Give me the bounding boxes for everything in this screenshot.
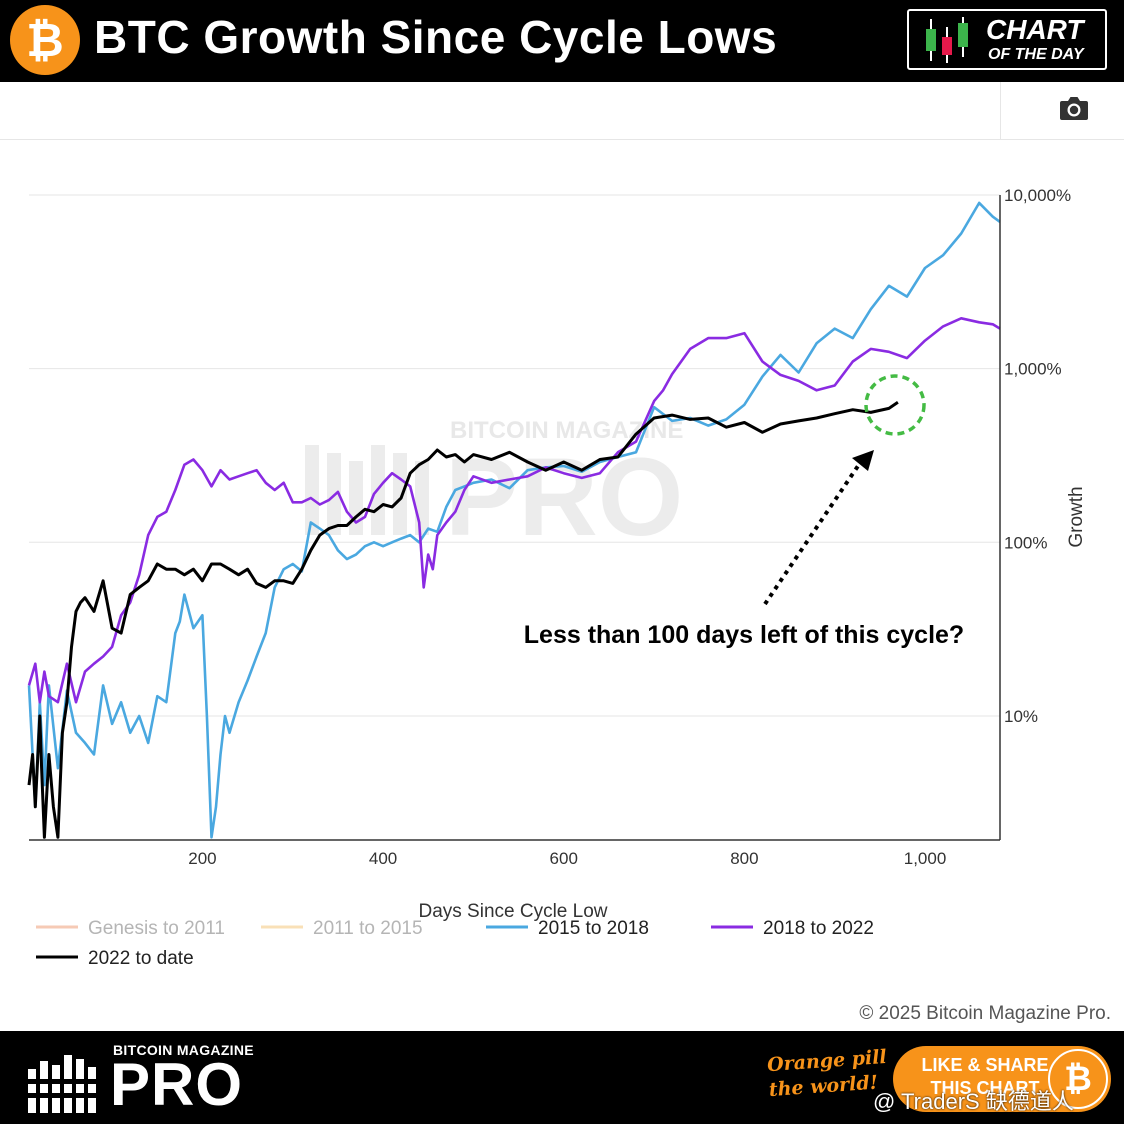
legend-item-2015-to-2018[interactable]: 2015 to 2018 xyxy=(486,918,649,939)
like-share-button[interactable]: LIKE & SHARE THIS CHART ₿ xyxy=(893,1046,1111,1112)
legend-label: 2018 to 2022 xyxy=(763,918,874,939)
watermark-bar xyxy=(393,453,407,535)
bitcoin-logo-icon: ₿ xyxy=(10,5,80,75)
chart-annotations: Less than 100 days left of this cycle? xyxy=(524,374,964,649)
x-tick-label: 200 xyxy=(188,849,216,868)
badge-sub-text: OF THE DAY xyxy=(988,46,1084,63)
watermark-bar xyxy=(415,461,429,535)
chart-axes: 200 400 600 800 1,000 10% 100% 1,000% 10,000% Gro… xyxy=(29,186,1087,922)
footer-bar: BITCOIN MAGAZINE PRO Orange pill the wor… xyxy=(0,1031,1124,1124)
chart-grid xyxy=(29,194,1000,717)
legend-item-2011-to-2015[interactable]: 2011 to 2015 xyxy=(261,918,423,939)
legend-item-genesis-to-2011[interactable]: Genesis to 2011 xyxy=(36,918,225,939)
annotation-arrow-line xyxy=(763,458,864,606)
tagline: Orange pill the world! xyxy=(766,1045,889,1103)
legend-label: 2015 to 2018 xyxy=(538,918,649,939)
y-tick-label: 10,000% xyxy=(1004,186,1071,205)
bitcoin-coin-icon: ₿ xyxy=(1048,1049,1108,1109)
x-tick-label: 400 xyxy=(369,849,397,868)
y-tick-label: 10% xyxy=(1004,707,1038,726)
share-line-2: THIS CHART xyxy=(930,1078,1040,1098)
series-line-2015-to-2018 xyxy=(27,201,1001,839)
legend-label: 2022 to date xyxy=(88,948,194,969)
badge-main-text: CHART xyxy=(986,14,1084,45)
x-tick-label: 600 xyxy=(550,849,578,868)
chart-of-the-day-badge: CHART OF THE DAY xyxy=(907,9,1107,70)
chart-series xyxy=(27,201,1001,839)
page-title: BTC Growth Since Cycle Lows xyxy=(94,11,778,63)
watermark-pro-text: PRO xyxy=(445,436,683,559)
camera-icon[interactable] xyxy=(1059,95,1089,121)
overlay-watermark: @ TraderS 缺德道人 xyxy=(873,1089,1074,1114)
legend-item-2022-to-date[interactable]: 2022 to date xyxy=(36,948,194,969)
watermark-bar xyxy=(305,445,319,535)
watermark-bar xyxy=(349,461,363,535)
share-text: LIKE & SHARE THIS CHART xyxy=(919,1054,1051,1100)
x-tick-label: 800 xyxy=(730,849,758,868)
bitcoin-magazine-logo-icon xyxy=(28,1055,98,1113)
series-line-2022-to-date xyxy=(27,401,899,839)
brand-small-text: BITCOIN MAGAZINE xyxy=(113,1042,254,1058)
annotation-circle xyxy=(864,374,926,436)
legend-label: Genesis to 2011 xyxy=(88,918,225,939)
legend-item-2018-to-2022[interactable]: 2018 to 2022 xyxy=(711,918,874,939)
chart-legend: Genesis to 2011 2011 to 2015 2015 to 2018 2… xyxy=(36,918,1111,1024)
y-tick-label: 100% xyxy=(1004,533,1047,552)
x-tick-label: 1,000 xyxy=(904,849,947,868)
candlestick-icon xyxy=(926,17,968,63)
chart-toolbar xyxy=(0,82,1124,140)
series-line-2018-to-2022 xyxy=(27,317,1001,704)
annotation-text: Less than 100 days left of this cycle? xyxy=(524,621,964,649)
annotation-arrowhead xyxy=(852,450,874,471)
header-bar: ₿ BTC Growth Since Cycle Lows CHART OF T… xyxy=(0,0,1124,82)
toolbar-divider xyxy=(1000,82,1001,139)
y-axis-title: Growth xyxy=(1066,486,1087,547)
y-tick-label: 1,000% xyxy=(1004,360,1062,379)
legend-label: 2011 to 2015 xyxy=(313,918,423,939)
x-axis-title: Days Since Cycle Low xyxy=(418,901,607,922)
share-line-1: LIKE & SHARE xyxy=(921,1055,1049,1075)
brand-pro-text: PRO xyxy=(110,1051,244,1118)
copyright-text: © 2025 Bitcoin Magazine Pro. xyxy=(859,1003,1111,1024)
